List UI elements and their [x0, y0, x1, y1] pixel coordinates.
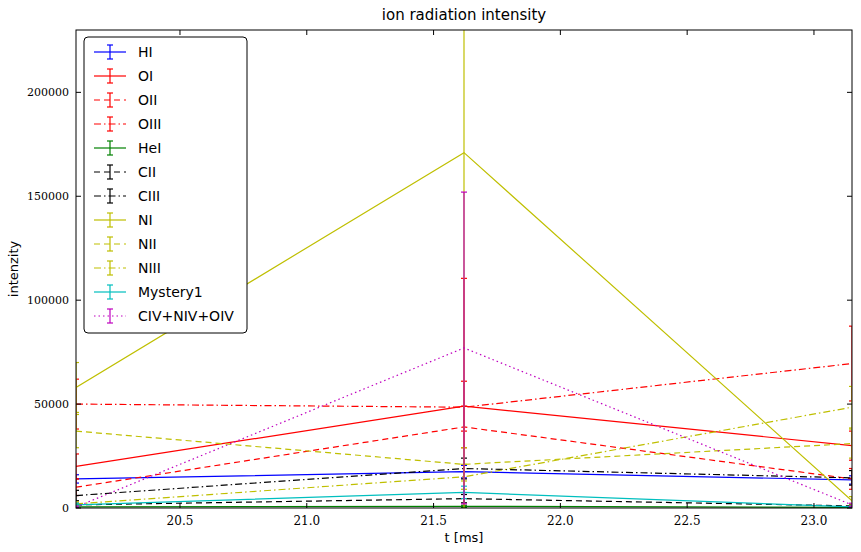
y-tick [76, 300, 81, 301]
legend-swatch [107, 274, 113, 275]
legend-label: Mystery1 [138, 284, 203, 300]
legend-swatch [107, 188, 113, 189]
legend-swatch [109, 309, 110, 323]
x-tick [687, 30, 688, 35]
legend-swatch [109, 93, 110, 107]
y-tick-label: 100000 [27, 294, 69, 307]
legend-swatch [107, 260, 113, 261]
x-tick [179, 503, 180, 508]
y-tick-label: 50000 [34, 398, 69, 411]
y-tick [847, 300, 852, 301]
x-tick [179, 30, 180, 35]
legend-swatch [109, 237, 110, 251]
y-tick [76, 92, 81, 93]
y-axis-label: intenzity [6, 240, 21, 297]
y-tick-label: 150000 [27, 190, 69, 203]
legend-swatch [109, 261, 110, 275]
x-tick [306, 30, 307, 35]
legend-swatch [109, 117, 110, 131]
y-tick [76, 404, 81, 405]
legend-label: OIII [138, 116, 161, 132]
legend-swatch [107, 308, 113, 309]
y-tick [847, 196, 852, 197]
x-tick [560, 30, 561, 35]
legend-label: HI [138, 44, 153, 60]
y-tick-label: 0 [62, 502, 69, 515]
error-bar [461, 192, 467, 504]
legend-label: NIII [138, 260, 161, 276]
legend-swatch [107, 298, 113, 299]
legend-swatch [109, 141, 110, 155]
plot-frame [76, 30, 852, 508]
x-tick-label: 21.0 [293, 514, 320, 528]
x-tick [813, 503, 814, 508]
legend-label: HeI [138, 140, 161, 156]
legend-swatch [107, 68, 113, 69]
y-tick [847, 92, 852, 93]
x-axis-label: t [ms] [445, 530, 484, 545]
legend-swatch [107, 154, 113, 155]
legend-swatch [107, 250, 113, 251]
legend-swatch [107, 116, 113, 117]
x-tick-label: 22.5 [674, 514, 701, 528]
legend-label: OI [138, 68, 153, 84]
legend-swatch [107, 92, 113, 93]
legend-label: NII [138, 236, 157, 252]
legend-label: NI [138, 212, 153, 228]
x-tick-label: 23.0 [801, 514, 828, 528]
legend-label: CII [138, 164, 156, 180]
plot-data [76, 30, 852, 508]
y-tick [76, 508, 81, 509]
legend-swatch [107, 164, 113, 165]
x-tick-label: 20.5 [167, 514, 194, 528]
legend-swatch [107, 322, 113, 323]
chart: ion radiation intensity t [ms] intenzity 20… [0, 0, 861, 552]
legend-swatch [107, 44, 113, 45]
legend-label: OII [138, 92, 157, 108]
background [0, 0, 861, 552]
legend-swatch [109, 285, 110, 299]
legend-swatch [107, 140, 113, 141]
legend-label: CIII [138, 188, 160, 204]
y-tick [76, 196, 81, 197]
legend-swatch [107, 178, 113, 179]
legend-swatch [107, 58, 113, 59]
legend-swatch [107, 130, 113, 131]
title: ion radiation intensity [382, 6, 547, 24]
legend-swatch [109, 213, 110, 227]
legend-swatch [107, 212, 113, 213]
x-tick-label: 22.0 [547, 514, 574, 528]
legend-swatch [109, 189, 110, 203]
legend-swatch [107, 106, 113, 107]
legend-swatch [109, 45, 110, 59]
legend-swatch [109, 165, 110, 179]
legend-swatch [107, 82, 113, 83]
legend-swatch [107, 236, 113, 237]
x-tick [813, 30, 814, 35]
x-tick-label: 21.5 [420, 514, 447, 528]
legend-box [84, 37, 247, 333]
x-tick [687, 503, 688, 508]
legend-swatch [107, 284, 113, 285]
y-tick [847, 508, 852, 509]
x-tick [560, 503, 561, 508]
x-tick [433, 30, 434, 35]
legend-label: CIV+NIV+OIV [138, 308, 234, 324]
legend-swatch [107, 226, 113, 227]
y-tick [847, 404, 852, 405]
legend-swatch [107, 202, 113, 203]
x-tick [306, 503, 307, 508]
legend-swatch [109, 69, 110, 83]
error-bar [461, 30, 467, 508]
y-tick-label: 200000 [27, 86, 69, 99]
x-tick [433, 503, 434, 508]
legend: HI OI OII OIII HeI CII CIII NI NII NIII Mystery1 CI… [84, 37, 247, 333]
